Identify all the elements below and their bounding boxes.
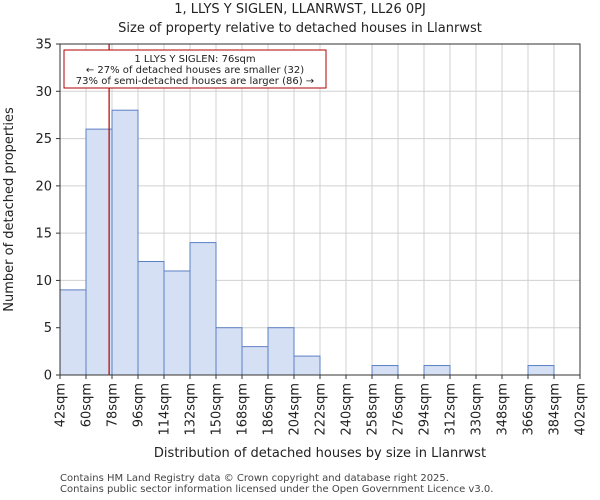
y-tick-label: 5	[44, 321, 52, 336]
bar	[111, 109, 139, 376]
annotation-line-1: 1 LLYS Y SIGLEN: 76sqm	[134, 54, 255, 65]
plot-frame	[59, 43, 581, 376]
annotation-frame	[63, 49, 327, 89]
footer-line-1: Contains HM Land Registry data © Crown c…	[60, 473, 449, 484]
x-tick-label: 96sqm	[132, 383, 147, 427]
bar	[85, 128, 113, 376]
annotation-line-3: 73% of semi-detached houses are larger (…	[76, 76, 314, 87]
y-tick-label: 25	[35, 132, 52, 147]
x-tick-label: 366sqm	[522, 383, 537, 436]
x-tick-label: 222sqm	[314, 383, 329, 436]
x-axis-label: Distribution of detached houses by size …	[154, 446, 486, 461]
bar	[267, 327, 295, 376]
bar	[371, 365, 399, 376]
x-tick-label: 348sqm	[496, 383, 511, 436]
x-tick-label: 132sqm	[184, 383, 199, 436]
y-tick-label: 0	[44, 369, 52, 384]
annotation-box: 1 LLYS Y SIGLEN: 76sqm ← 27% of detached…	[63, 49, 327, 89]
x-tick-label: 312sqm	[444, 383, 459, 436]
x-tick-label: 78sqm	[106, 383, 121, 427]
y-tick-label: 35	[35, 38, 52, 53]
x-tick-label: 330sqm	[470, 383, 485, 436]
y-tick-label: 15	[35, 227, 52, 242]
x-tick-label: 402sqm	[574, 383, 589, 436]
bar	[215, 327, 243, 376]
footer-line-2: Contains public sector information licen…	[60, 484, 494, 495]
bar	[241, 346, 269, 376]
x-tick-label: 240sqm	[340, 383, 355, 436]
bar	[189, 242, 217, 376]
chart-subtitle: Size of property relative to detached ho…	[118, 21, 482, 36]
y-tick-label: 10	[35, 274, 52, 289]
bar	[163, 270, 191, 376]
x-tick-label: 42sqm	[54, 383, 69, 427]
x-tick-label: 60sqm	[80, 383, 95, 427]
bar	[137, 261, 165, 376]
bar	[59, 289, 87, 376]
y-axis-ticks: 0 5 10 15 20 25 30 35	[35, 38, 60, 384]
y-tick-label: 20	[35, 179, 52, 194]
x-tick-label: 114sqm	[158, 383, 173, 436]
bar	[527, 365, 555, 376]
y-tick-label: 30	[35, 85, 52, 100]
x-tick-label: 168sqm	[236, 383, 251, 436]
bars	[59, 109, 555, 376]
x-tick-label: 384sqm	[548, 383, 563, 436]
chart-title: 1, LLYS Y SIGLEN, LLANRWST, LL26 0PJ	[174, 2, 426, 17]
x-tick-label: 186sqm	[262, 383, 277, 436]
bar	[293, 355, 321, 376]
x-tick-label: 204sqm	[288, 383, 303, 436]
y-axis-label: Number of detached properties	[2, 107, 17, 312]
x-tick-label: 258sqm	[366, 383, 381, 436]
x-tick-label: 276sqm	[392, 383, 407, 436]
x-axis-ticks: 42sqm 60sqm 78sqm 96sqm 114sqm 132sqm 150sqm 16…	[54, 375, 589, 436]
annotation-line-2: ← 27% of detached houses are smaller (32…	[86, 65, 304, 76]
x-tick-label: 294sqm	[418, 383, 433, 436]
bar	[423, 365, 451, 376]
x-tick-label: 150sqm	[210, 383, 225, 436]
